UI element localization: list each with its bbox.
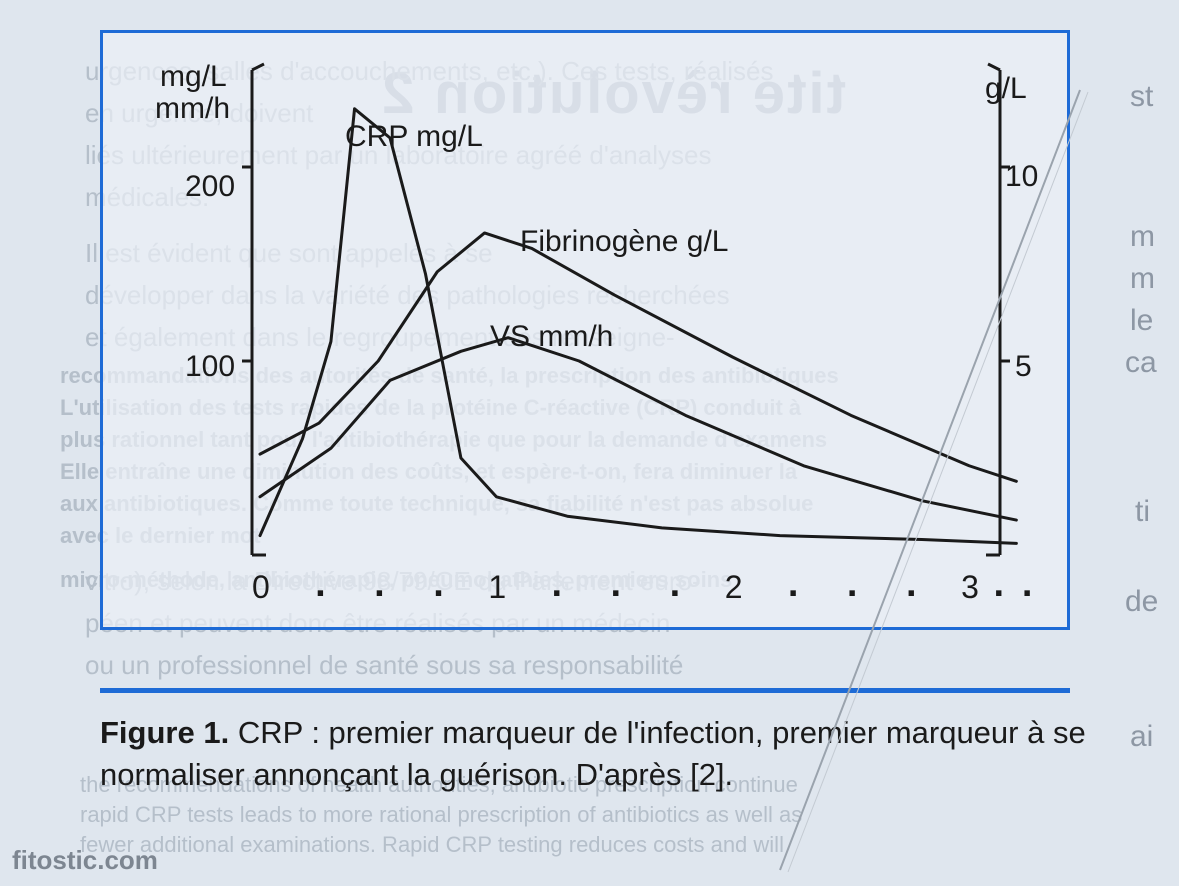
ghost-edge: m: [1130, 220, 1155, 254]
ghost-edge: st: [1130, 80, 1153, 114]
caption-text: CRP : premier marqueur de l'infection, p…: [100, 715, 1086, 792]
ghost-edge: m: [1130, 262, 1155, 296]
left-tick-100: 100: [185, 350, 235, 384]
x-dot: .: [551, 563, 562, 606]
x-tick-1: 1: [488, 569, 506, 606]
right-tick-10: 10: [1005, 160, 1038, 194]
x-tick-2: 2: [725, 569, 743, 606]
watermark: fitostic.com: [12, 845, 158, 876]
x-tick-3: 3: [961, 569, 979, 606]
x-dot: .: [906, 563, 917, 606]
x-tick-0: 0: [252, 569, 270, 606]
figure-divider: [100, 688, 1070, 693]
series-label-crp: CRP mg/L: [345, 120, 483, 154]
x-dot: .: [315, 563, 326, 606]
right-tick-5: 5: [1015, 350, 1032, 384]
x-dot: .: [847, 563, 858, 606]
ghost-line: ou un professionnel de santé sous sa res…: [85, 644, 1135, 686]
x-dot: .: [788, 563, 799, 606]
ghost-edge: ca: [1125, 346, 1157, 380]
ghost-edge: le: [1130, 304, 1153, 338]
ghost-edge: ai: [1130, 720, 1153, 754]
series-label-fibrinogene: Fibrinogène g/L: [520, 225, 728, 259]
ghost-line: fewer additional examinations. Rapid CRP…: [80, 830, 1140, 860]
series-label-vs: VS mm/h: [490, 320, 613, 354]
x-dot: .: [670, 563, 681, 606]
left-axis-unit-2: mm/h: [155, 92, 230, 126]
x-dot: .: [1022, 563, 1033, 606]
x-dot: .: [993, 563, 1004, 606]
x-dot: .: [433, 563, 444, 606]
ghost-edge: de: [1125, 585, 1158, 619]
page-root: tite rèvolution 2 urgences, salles d'acc…: [0, 0, 1179, 886]
ghost-line: rapid CRP tests leads to more rational p…: [80, 800, 1140, 830]
figure-caption: Figure 1. CRP : premier marqueur de l'in…: [100, 712, 1110, 796]
left-axis-unit-1: mg/L: [160, 60, 227, 94]
x-dot: .: [611, 563, 622, 606]
x-dot: .: [374, 563, 385, 606]
left-tick-200: 200: [185, 170, 235, 204]
caption-prefix: Figure 1.: [100, 715, 229, 750]
right-axis-unit: g/L: [985, 72, 1027, 106]
ghost-edge: ti: [1135, 495, 1150, 529]
